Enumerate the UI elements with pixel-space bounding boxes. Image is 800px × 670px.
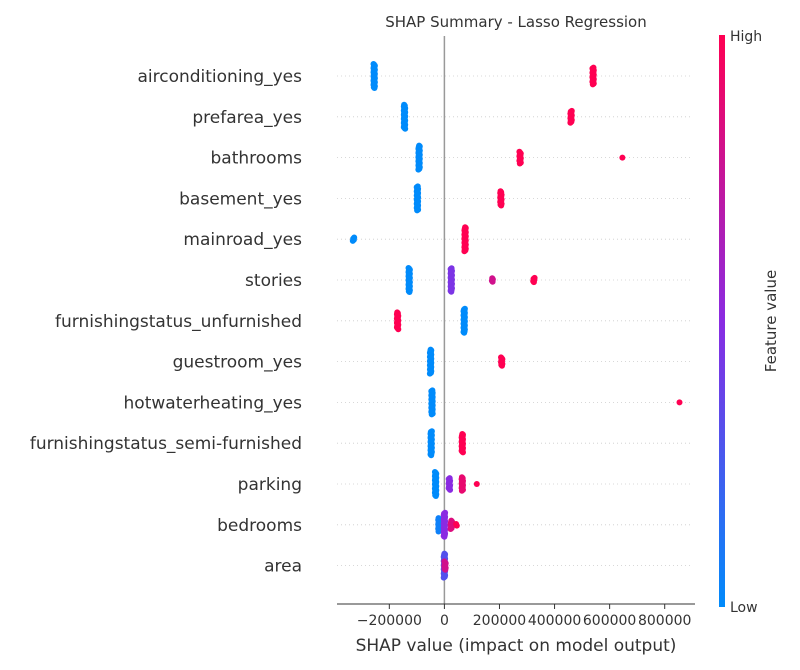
shap-point-cluster: [413, 183, 422, 214]
feature-label: area: [264, 557, 302, 577]
shap-point-cluster: [458, 474, 466, 494]
shap-point-cluster: [426, 346, 435, 377]
colorbar-title: Feature value: [762, 270, 780, 372]
x-tick-label: 800000: [638, 613, 691, 629]
x-axis-ticks: −200000 0 200000 400000 600000 800000: [357, 604, 691, 629]
shap-point-cluster: [473, 481, 480, 487]
shap-point: [516, 160, 523, 167]
shap-points: [349, 61, 683, 581]
shap-point: [441, 533, 448, 540]
shap-point-cluster: [435, 515, 443, 535]
shap-point-cluster: [530, 274, 538, 286]
shap-point-cluster: [431, 469, 440, 499]
x-tick-label: 0: [440, 613, 449, 629]
shap-point-cluster: [460, 305, 468, 336]
shap-point: [442, 566, 449, 573]
shap-point: [499, 362, 505, 369]
shap-point: [448, 288, 455, 295]
shap-point-cluster: [447, 265, 455, 295]
shap-point: [447, 526, 454, 532]
shap-point: [435, 528, 442, 535]
shap-point: [619, 154, 626, 161]
x-tick-label: 200000: [473, 613, 526, 629]
x-axis-label: SHAP value (impact on model output): [356, 636, 677, 656]
feature-label: parking: [238, 475, 302, 495]
shap-point-cluster: [516, 148, 524, 167]
chart-title: SHAP Summary - Lasso Regression: [385, 13, 646, 31]
shap-point-cluster: [589, 64, 597, 88]
shap-point: [402, 125, 409, 132]
feature-label: furnishingstatus_unfurnished: [55, 312, 302, 332]
feature-label: mainroad_yes: [183, 230, 302, 250]
shap-point: [461, 329, 468, 336]
shap-point: [676, 399, 683, 406]
x-tick-label: 600000: [583, 613, 636, 629]
shap-point-cluster: [461, 224, 469, 255]
shap-point: [461, 248, 468, 255]
shap-point-cluster: [497, 188, 505, 209]
feature-label: guestroom_yes: [173, 353, 303, 373]
shap-point-cluster: [488, 275, 496, 285]
shap-point: [458, 487, 465, 494]
shap-point: [447, 486, 454, 493]
shap-point-cluster: [441, 558, 449, 573]
feature-labels: airconditioning_yes prefarea_yes bathrooms…: [30, 67, 302, 577]
shap-point: [440, 574, 447, 581]
colorbar-high-label: High: [730, 29, 762, 45]
feature-label: prefarea_yes: [192, 108, 302, 128]
shap-point-cluster: [619, 154, 626, 161]
feature-label: stories: [245, 271, 302, 291]
shap-point: [489, 278, 496, 285]
x-tick-label: 400000: [528, 613, 581, 629]
feature-label: bathrooms: [211, 149, 303, 169]
shap-point-cluster: [453, 521, 460, 529]
shap-point-cluster: [370, 61, 378, 91]
shap-point: [349, 237, 356, 244]
feature-label: basement_yes: [179, 189, 302, 209]
shap-point: [415, 166, 422, 173]
shap-point-cluster: [567, 107, 575, 126]
shap-point: [460, 449, 466, 456]
shap-point-cluster: [458, 431, 466, 456]
shap-point: [371, 85, 378, 91]
feature-label: airconditioning_yes: [137, 67, 302, 87]
grid-lines: [337, 75, 690, 566]
feature-label: furnishingstatus_semi-furnished: [30, 434, 302, 454]
shap-point: [426, 370, 433, 377]
shap-point: [414, 207, 421, 214]
shap-point-cluster: [445, 475, 454, 493]
x-tick-label: −200000: [357, 613, 422, 629]
shap-point-cluster: [676, 399, 683, 406]
shap-point-cluster: [405, 265, 413, 295]
shap-point: [473, 481, 480, 487]
shap-point: [406, 289, 413, 295]
shap-point-cluster: [415, 142, 423, 173]
colorbar: [719, 35, 725, 607]
feature-label: hotwaterheating_yes: [124, 393, 303, 413]
shap-point: [428, 452, 435, 459]
shap-point: [498, 202, 505, 209]
shap-point: [395, 326, 402, 333]
shap-point: [589, 81, 596, 88]
shap-point-cluster: [428, 387, 436, 418]
shap-point: [453, 522, 460, 529]
shap-point: [530, 279, 537, 286]
shap-point: [432, 493, 439, 499]
feature-label: bedrooms: [217, 516, 302, 536]
shap-point: [428, 411, 435, 418]
shap-point-cluster: [393, 309, 402, 333]
shap-point-cluster: [447, 517, 455, 532]
shap-point: [567, 119, 574, 126]
shap-point-cluster: [400, 101, 409, 132]
shap-point-cluster: [440, 509, 449, 540]
shap-point-cluster: [427, 428, 435, 459]
shap-point-cluster: [349, 234, 358, 244]
colorbar-low-label: Low: [730, 600, 758, 616]
shap-point-cluster: [498, 354, 506, 369]
